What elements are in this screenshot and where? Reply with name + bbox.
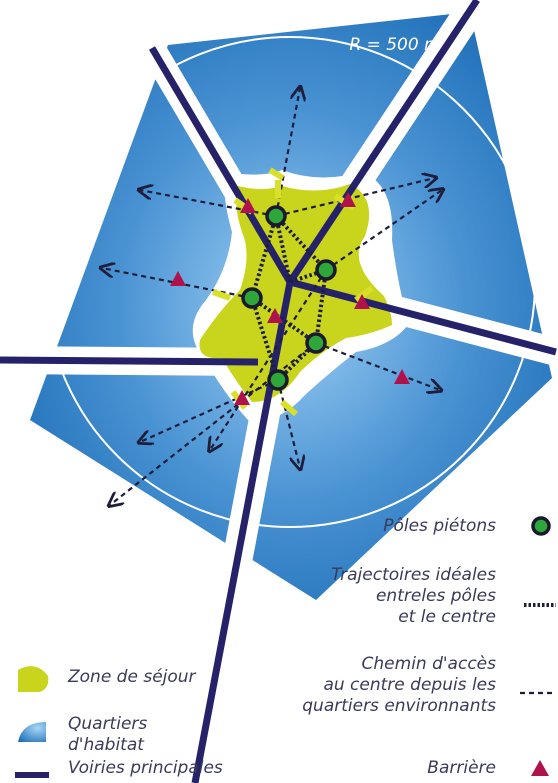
radius-label: R = 500 m <box>349 35 440 55</box>
barrier-3 <box>170 271 186 286</box>
barrier-1 <box>240 198 256 213</box>
legend-pole-icon <box>531 516 551 536</box>
legend-trajectories-line-1: Trajectoires idéales <box>331 565 496 585</box>
barrier-5 <box>354 294 370 309</box>
legend-stay-zone-label: Zone de séjour <box>68 667 196 687</box>
barriers <box>170 192 410 405</box>
legend-stay-zone-icon <box>18 666 49 692</box>
legend-district-line-2: d'habitat <box>68 735 144 755</box>
pole-1 <box>265 205 287 227</box>
legend-district-icon <box>18 722 46 742</box>
legend-poles-label: Pôles piétons <box>383 516 496 536</box>
legend-access-label: Chemin d'accès au centre depuis les quar… <box>302 654 496 717</box>
legend-road-icon <box>15 772 49 778</box>
radius-circle <box>44 36 536 528</box>
barrier-7 <box>234 390 250 405</box>
pole-4 <box>305 332 327 354</box>
legend-access-line-2: au centre depuis les <box>323 675 496 695</box>
legend-barrier-label: Barrière <box>427 758 496 778</box>
legend-access-line-3: quartiers environnants <box>302 696 496 716</box>
barrier-6 <box>394 369 410 384</box>
barrier-2 <box>340 192 356 207</box>
pole-5 <box>267 369 289 391</box>
legend-roads-label: Voiries principales <box>68 758 223 778</box>
legend-barrier-icon <box>531 760 549 776</box>
pole-3 <box>241 287 263 309</box>
legend-district-label: Quartiers d'habitat <box>68 714 147 756</box>
legend-trajectories-line-2: entreles pôles <box>375 586 496 606</box>
legend-access-line-1: Chemin d'accès <box>361 654 496 674</box>
pedestrian-poles <box>241 205 337 391</box>
legend-trajectories-label: Trajectoires idéales entreles pôles et l… <box>331 565 496 628</box>
pole-2 <box>315 259 337 281</box>
legend-district-line-1: Quartiers <box>68 714 148 734</box>
stay-zone <box>199 184 392 402</box>
ideal-trajectories <box>250 214 328 382</box>
legend-trajectories-line-3: et le centre <box>398 607 496 627</box>
barrier-4 <box>267 308 283 323</box>
